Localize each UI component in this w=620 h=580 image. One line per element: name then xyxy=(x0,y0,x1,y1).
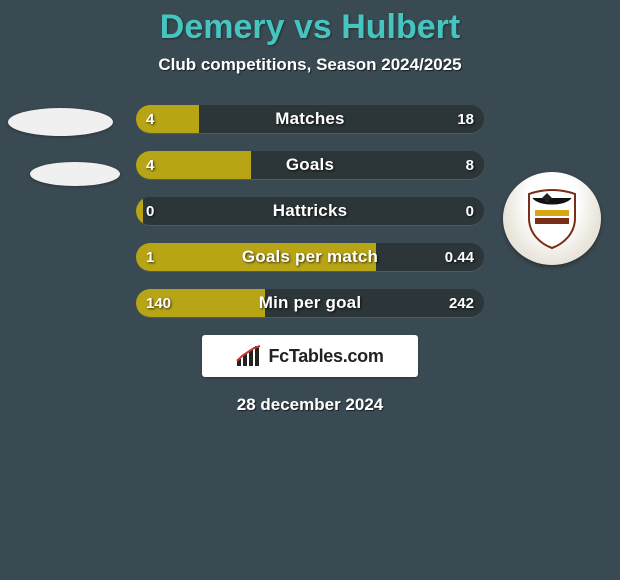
bar-label: Goals xyxy=(136,151,484,179)
bar-value-right: 18 xyxy=(457,105,474,133)
page-subtitle: Club competitions, Season 2024/2025 xyxy=(0,55,620,75)
team-badge-left xyxy=(8,108,113,213)
bar-value-right: 0.44 xyxy=(445,243,474,271)
bar-label: Hattricks xyxy=(136,197,484,225)
stat-row: Goals per match1 0.44 xyxy=(136,243,484,271)
bar-value-left: 0 xyxy=(146,197,154,225)
bar-value-right: 0 xyxy=(466,197,474,225)
stat-row: Hattricks0 0 xyxy=(136,197,484,225)
bar-label: Goals per match xyxy=(136,243,484,271)
team-badge-right xyxy=(503,172,608,277)
stat-row: Min per goal140 242 xyxy=(136,289,484,317)
bar-label: Min per goal xyxy=(136,289,484,317)
branding-text: FcTables.com xyxy=(268,346,383,367)
comparison-infographic: Demery vs Hulbert Club competitions, Sea… xyxy=(0,0,620,580)
placeholder-ellipse xyxy=(8,108,113,136)
bar-value-right: 8 xyxy=(466,151,474,179)
placeholder-ellipse xyxy=(30,162,120,186)
bar-value-left: 4 xyxy=(146,151,154,179)
stat-row: Goals4 8 xyxy=(136,151,484,179)
bar-value-left: 140 xyxy=(146,289,171,317)
branding-badge: FcTables.com xyxy=(202,335,418,377)
bar-value-left: 4 xyxy=(146,105,154,133)
page-title: Demery vs Hulbert xyxy=(0,0,620,47)
footer-date: 28 december 2024 xyxy=(0,395,620,415)
bars-icon xyxy=(236,345,262,367)
stat-row: Matches4 18 xyxy=(136,105,484,133)
bar-value-left: 1 xyxy=(146,243,154,271)
bar-value-right: 242 xyxy=(449,289,474,317)
stat-bars: Matches418Goals48Hattricks00Goals per ma… xyxy=(136,105,484,317)
bar-label: Matches xyxy=(136,105,484,133)
shield-icon xyxy=(523,188,581,250)
crest-icon xyxy=(503,172,601,265)
